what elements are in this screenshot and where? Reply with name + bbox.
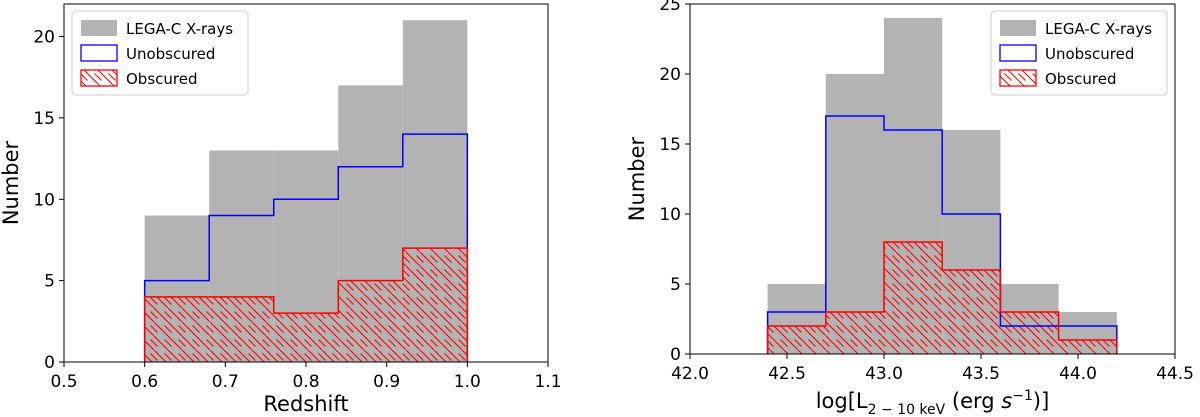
legend-label: Obscured <box>1045 70 1116 88</box>
legend-label: Obscured <box>126 70 197 88</box>
y-axis-label: Number <box>0 140 23 225</box>
y-tick-label: 25 <box>659 0 681 15</box>
x-tick-label: 0.7 <box>212 372 239 392</box>
legend-swatch <box>80 44 118 62</box>
y-tick-label: 5 <box>44 272 55 292</box>
step-line-unobscured <box>143 133 469 362</box>
y-tick-label: 5 <box>670 275 681 295</box>
y-tick-label: 0 <box>44 353 55 373</box>
bar-obscured-3 <box>942 270 1001 354</box>
x-tick-label: 42.5 <box>768 364 806 384</box>
bar-obscured-5 <box>1058 340 1117 354</box>
bar-obscured-2 <box>884 242 943 354</box>
y-axis-label: Number <box>625 136 649 221</box>
bar-obscured-0 <box>767 326 826 354</box>
legend-swatch <box>1000 20 1036 36</box>
legend-swatch <box>999 69 1037 87</box>
legend-label: Unobscured <box>126 45 215 63</box>
y-tick-label: 20 <box>33 28 55 48</box>
x-tick-label: 1.0 <box>454 372 481 392</box>
legend-label: LEGA-C X-rays <box>1045 20 1152 38</box>
bar-obscured-1 <box>209 296 274 362</box>
x-tick-label: 0.9 <box>373 372 400 392</box>
legend-label: Unobscured <box>1045 45 1134 63</box>
plot-frame <box>689 3 1176 355</box>
legend: LEGA-C X-rays Unobscured Obscured <box>71 10 249 96</box>
legend-swatch <box>81 20 117 36</box>
bar-obscured-2 <box>273 313 339 362</box>
y-tick-label: 15 <box>33 109 55 129</box>
y-tick-label: 10 <box>659 205 681 225</box>
x-tick-label: 43.5 <box>962 364 1000 384</box>
y-tick-label: 20 <box>659 65 681 85</box>
bar-obscured-0 <box>144 296 210 362</box>
bar-obscured-3 <box>338 280 403 362</box>
x-tick-label: 0.8 <box>292 372 319 392</box>
x-tick-label: 0.5 <box>50 372 77 392</box>
y-tick-label: 15 <box>659 135 681 155</box>
y-tick-label: 0 <box>670 345 681 365</box>
step-line-obscured <box>143 247 469 362</box>
histogram-redshift: 0.5 0.6 0.7 0.8 0.9 1.0 1.1 0 5 10 15 20 Number Redsh… <box>0 3 562 416</box>
bar-lega-c-xrays-1 <box>825 74 884 354</box>
x-tick-label: 0.6 <box>131 372 158 392</box>
x-axis-label: Redshift <box>263 392 348 416</box>
legend-swatch <box>80 69 118 87</box>
x-axis-label: log[L2 − 10 keV (erg s−1)] <box>816 388 1050 417</box>
legend-swatch <box>999 44 1037 62</box>
x-tick-label: 43.0 <box>865 364 903 384</box>
step-line-obscured <box>766 241 1118 354</box>
x-tick-label: 44.5 <box>1156 364 1194 384</box>
histogram-luminosity: 42.0 42.5 43.0 43.5 44.0 44.5 0 5 10 15 20 25 Number… <box>625 0 1194 417</box>
x-tick-label: 42.0 <box>671 364 709 384</box>
bar-obscured-4 <box>402 248 468 362</box>
legend: LEGA-C X-rays Unobscured Obscured <box>990 10 1168 96</box>
bar-obscured-1 <box>825 312 884 354</box>
y-tick-label: 10 <box>33 190 55 210</box>
bar-obscured-4 <box>1000 312 1059 354</box>
x-tick-label: 1.1 <box>534 372 561 392</box>
x-tick-label: 44.0 <box>1059 364 1097 384</box>
legend-label: LEGA-C X-rays <box>126 20 233 38</box>
